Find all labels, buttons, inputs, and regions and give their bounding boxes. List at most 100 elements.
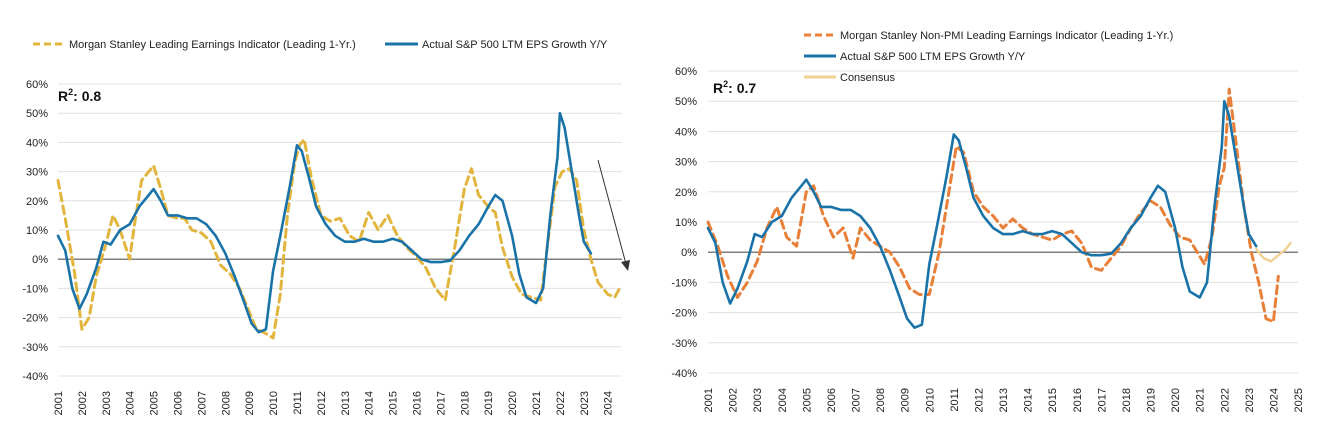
left-x-tick-label: 2001: [53, 391, 65, 415]
left-y-tick-label: 20%: [26, 196, 48, 208]
right-x-tick-label: 2017: [1096, 388, 1108, 412]
right-x-tick-label: 2020: [1170, 388, 1182, 412]
left-series-line-0: [56, 138, 622, 340]
right-x-tick-label: 2016: [1072, 388, 1084, 412]
right-y-tick-label: 50%: [675, 96, 697, 108]
right-legend: Morgan Stanley Non-PMI Leading Earnings …: [804, 30, 1173, 84]
left-y-tick-label: 10%: [26, 225, 48, 237]
left-x-tick-label: 2015: [388, 391, 400, 415]
left-x-tick-label: 2005: [149, 391, 161, 415]
left-x-tick-label: 2021: [531, 391, 543, 415]
left-arrow-head: [621, 260, 630, 271]
right-x-tick-label: 2014: [1023, 388, 1035, 412]
right-x-tick-label: 2004: [777, 388, 789, 412]
left-legend-label-ms: Morgan Stanley Leading Earnings Indicato…: [69, 39, 356, 51]
right-r2-value: : 0.7: [728, 80, 756, 96]
left-r2-annotation: R2: 0.8: [58, 87, 101, 104]
left-series-layer: [56, 111, 622, 340]
right-x-tick-label: 2005: [801, 388, 813, 412]
right-y-tick-label: 30%: [675, 157, 697, 169]
right-x-tick-label: 2001: [703, 388, 715, 412]
right-series-line-0: [706, 87, 1280, 324]
right-x-tick-label: 2024: [1268, 388, 1280, 412]
right-y-tick-label: 0%: [681, 247, 697, 259]
left-x-tick-label: 2016: [411, 391, 423, 415]
right-legend-label-actual: Actual S&P 500 LTM EPS Growth Y/Y: [840, 51, 1026, 63]
right-x-tick-label: 2008: [875, 388, 887, 412]
left-x-tick-label: 2020: [507, 391, 519, 415]
left-y-tick-label: -20%: [22, 313, 48, 325]
left-x-tick-label: 2019: [483, 391, 495, 415]
left-x-tick-label: 2024: [603, 391, 615, 415]
left-x-tick-label: 2006: [172, 391, 184, 415]
right-gridlines: [708, 70, 1298, 374]
right-x-tick-label: 2003: [752, 388, 764, 412]
right-y-axis-ticks: -40% -30% -20% -10% 0% 10% 20% 30% 40% 50% 60%: [671, 66, 697, 380]
left-x-tick-label: 2017: [435, 391, 447, 415]
right-series-line-1: [706, 99, 1258, 330]
right-y-tick-label: 60%: [675, 66, 697, 78]
right-y-tick-label: 40%: [675, 126, 697, 138]
left-x-tick-label: 2018: [459, 391, 471, 415]
left-x-tick-label: 2010: [268, 391, 280, 415]
right-series-layer: [706, 87, 1292, 330]
left-x-tick-label: 2003: [101, 391, 113, 415]
left-y-tick-label: -40%: [22, 371, 48, 383]
right-x-tick-label: 2013: [998, 388, 1010, 412]
right-y-tick-label: -40%: [671, 368, 697, 380]
left-y-axis-ticks: -40% -30% -20% -10% 0% 10% 20% 30% 40% 50% 60%: [22, 79, 48, 383]
left-x-tick-label: 2012: [316, 391, 328, 415]
left-y-tick-label: 50%: [26, 108, 48, 120]
left-x-tick-label: 2004: [125, 391, 137, 415]
right-x-axis-ticks: 2001 2002 2003 2004 2005 2006 2007 2008 2009 2010…: [703, 388, 1305, 412]
left-gridlines: [58, 83, 622, 377]
left-x-tick-label: 2007: [196, 391, 208, 415]
right-y-tick-label: 10%: [675, 217, 697, 229]
right-r2-annotation: R2: 0.7: [713, 79, 756, 96]
right-x-tick-label: 2022: [1219, 388, 1231, 412]
right-y-tick-label: -10%: [671, 277, 697, 289]
right-x-tick-label: 2019: [1146, 388, 1158, 412]
right-chart: -40% -30% -20% -10% 0% 10% 20% 30% 40% 50% 60% 200…: [671, 30, 1305, 412]
right-x-tick-label: 2018: [1121, 388, 1133, 412]
right-legend-label-ms: Morgan Stanley Non-PMI Leading Earnings …: [840, 30, 1173, 42]
right-x-tick-label: 2010: [924, 388, 936, 412]
right-x-tick-label: 2007: [851, 388, 863, 412]
right-x-tick-label: 2009: [900, 388, 912, 412]
left-x-axis-ticks: 2001 2002 2003 2004 2005 2006 2007 2008 2009 2010…: [53, 391, 615, 415]
left-legend: Morgan Stanley Leading Earnings Indicato…: [33, 39, 608, 51]
right-x-tick-label: 2015: [1047, 388, 1059, 412]
left-x-tick-label: 2011: [292, 391, 304, 415]
right-legend-label-consensus: Consensus: [840, 72, 896, 84]
left-downtrend-arrow: [597, 159, 630, 271]
left-y-tick-label: 30%: [26, 167, 48, 179]
right-x-tick-label: 2023: [1244, 388, 1256, 412]
right-y-tick-label: -20%: [671, 308, 697, 320]
left-y-tick-label: 40%: [26, 137, 48, 149]
right-x-tick-label: 2011: [949, 388, 961, 412]
left-x-tick-label: 2002: [77, 391, 89, 415]
left-series-line-1: [56, 111, 593, 334]
left-x-tick-label: 2014: [364, 391, 376, 415]
left-r2-superscript: 2: [68, 87, 73, 97]
right-x-tick-label: 2021: [1195, 388, 1207, 412]
left-x-tick-label: 2022: [555, 391, 567, 415]
left-x-tick-label: 2013: [340, 391, 352, 415]
right-series-line-2: [1254, 241, 1292, 263]
left-x-tick-label: 2023: [579, 391, 591, 415]
left-x-tick-label: 2008: [220, 391, 232, 415]
right-r2-prefix: R: [713, 80, 723, 96]
right-x-tick-label: 2025: [1293, 388, 1305, 412]
left-y-tick-label: 0%: [32, 254, 48, 266]
right-x-tick-label: 2002: [728, 388, 740, 412]
left-r2-value: : 0.8: [73, 88, 101, 104]
left-arrow-shaft: [597, 159, 627, 265]
left-y-tick-label: 60%: [26, 79, 48, 91]
left-y-tick-label: -10%: [22, 283, 48, 295]
right-r2-superscript: 2: [723, 79, 728, 89]
left-x-tick-label: 2009: [244, 391, 256, 415]
right-x-tick-label: 2006: [826, 388, 838, 412]
left-legend-label-actual: Actual S&P 500 LTM EPS Growth Y/Y: [422, 39, 608, 51]
right-y-tick-label: 20%: [675, 187, 697, 199]
